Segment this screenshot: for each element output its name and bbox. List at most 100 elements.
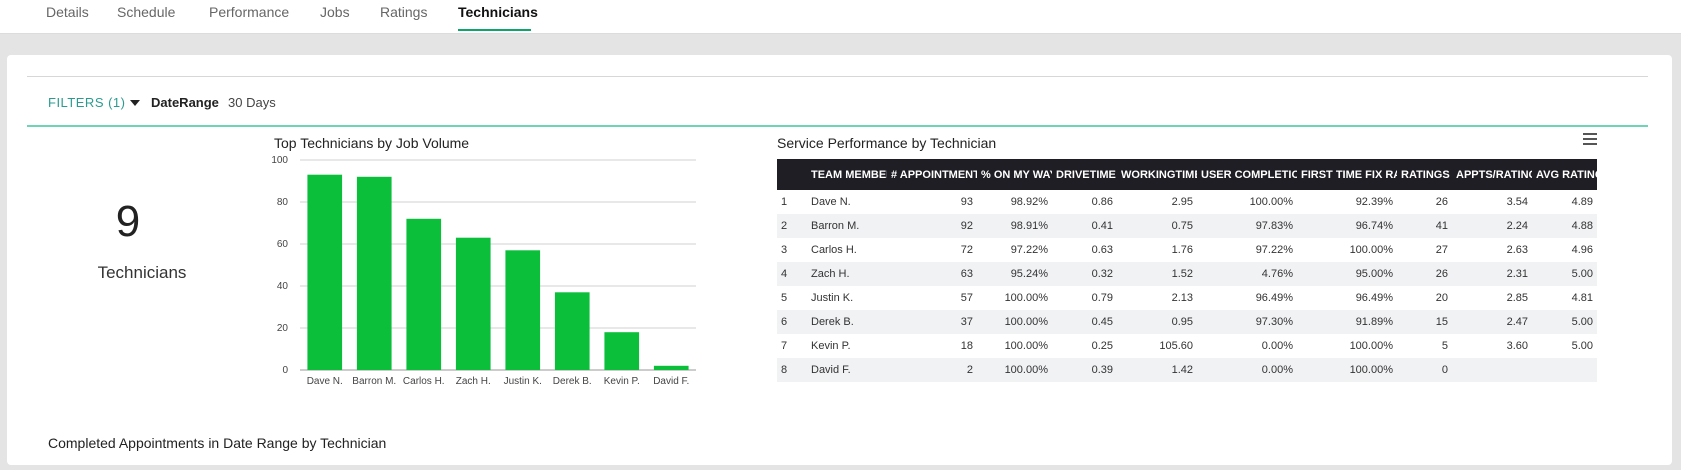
table-cell: 100.00% [1297,358,1397,382]
table-cell: 1.42 [1117,358,1197,382]
table-cell: 7 [781,340,788,352]
table-cell: 4.96 [1571,244,1593,256]
x-tick-label: Zach H. [456,376,491,387]
table-cell: 0.75 [1117,214,1197,238]
y-tick-label: 20 [277,323,289,334]
table-body: 1 Dave N. 93 98.92% 0.86 2.95 100.00% 92.39% 26 3… [777,190,1597,382]
table-cell: 37 [887,310,977,334]
table-header-row: TEAM MEMBER# APPOINTMENTS% ON MY WAYDRIV… [777,159,1597,190]
table-cell: 100.00% [1004,340,1048,352]
table-cell: Kevin P. [811,340,851,352]
table-cell: 95.24% [977,262,1052,286]
table-cell: 0.95 [1117,310,1197,334]
caret-down-icon[interactable] [130,100,140,106]
table-cell: 15 [1397,310,1452,334]
service-performance-table: TEAM MEMBER# APPOINTMENTS% ON MY WAYDRIV… [777,159,1597,382]
table-cell: 2.13 [1171,292,1193,304]
column-header[interactable]: AVG RATING [1532,159,1597,190]
bar [307,174,343,370]
table-cell: 0.63 [1091,244,1113,256]
table-cell: 0.00% [1197,358,1297,382]
table-cell: 0.45 [1052,310,1117,334]
table-cell: Derek B. [807,310,887,334]
bar [406,218,442,370]
table-cell: 3.54 [1506,196,1528,208]
tab-ratings[interactable]: Ratings [380,4,428,20]
tab-schedule[interactable]: Schedule [117,4,176,20]
column-header[interactable]: DRIVETIME [1052,159,1117,190]
table-cell: 3 [781,244,788,256]
table-cell [1532,358,1597,382]
column-header[interactable]: # APPOINTMENTS [887,159,977,190]
y-tick-label: 100 [271,155,288,166]
tab-bar: Details Schedule Performance Jobs Rating… [0,0,1681,34]
table-cell [1452,358,1532,382]
column-header[interactable]: WORKINGTIME [1117,159,1197,190]
column-header[interactable]: % ON MY WAY [977,159,1052,190]
table-cell: 1.76 [1171,244,1193,256]
tab-technicians[interactable]: Technicians [458,4,538,20]
divider [27,76,1648,77]
table-cell: 97.30% [1197,310,1297,334]
table-cell: 5 [781,292,788,304]
x-tick-label: David F. [653,376,689,387]
table-cell: 6 [777,310,807,334]
technician-count-label: Technicians [97,263,187,282]
column-header[interactable]: RATINGS [1397,159,1452,190]
table-cell: 96.49% [1255,292,1293,304]
table-cell: David F. [807,358,887,382]
table-cell: 0.79 [1091,292,1113,304]
column-header[interactable]: FIRST TIME FIX RATE [1297,159,1397,190]
hamburger-menu-icon[interactable] [1583,133,1597,145]
table-cell: 92 [887,214,977,238]
table-cell: 2 [887,358,977,382]
table-cell: 100.00% [1004,292,1048,304]
table-cell: 5.00 [1571,340,1593,352]
table-cell: 18 [960,340,973,352]
filter-divider [27,125,1648,127]
bar [554,292,590,370]
table-row: 5 Justin K. 57 100.00% 0.79 2.13 96.49% 96.49% 2… [777,286,1597,310]
tab-performance[interactable]: Performance [209,4,290,20]
date-range-label: DateRange [151,95,219,110]
table-title: Service Performance by Technician [777,135,997,151]
table-row: 7 Kevin P. 18 100.00% 0.25 105.60 0.00% 100.00%… [777,334,1597,358]
table-cell: 5.00 [1532,262,1597,286]
table-cell: 4 [777,262,807,286]
table-cell: 1 [781,196,788,208]
date-range-value[interactable]: 30 Days [228,95,276,110]
table-cell: 2.63 [1506,244,1528,256]
table-cell: 93 [960,196,973,208]
table-row: 2 Barron M. 92 98.91% 0.41 0.75 97.83% 96.74% 41… [777,214,1597,238]
table-cell: 100.00% [977,358,1052,382]
column-header[interactable]: TEAM MEMBER [807,159,887,190]
tab-jobs[interactable]: Jobs [320,4,350,20]
table-cell: 4.89 [1571,196,1593,208]
column-header[interactable] [777,159,807,190]
table-cell: 100.00% [977,310,1052,334]
table-row: 8 David F. 2 100.00% 0.39 1.42 0.00% 100.00% 0 [777,358,1597,382]
table-row: 4 Zach H. 63 95.24% 0.32 1.52 4.76% 95.00% 26 2.3… [777,262,1597,286]
table-cell: 92.39% [1355,196,1393,208]
table-cell: 4.76% [1197,262,1297,286]
table-cell: 100.00% [1349,340,1393,352]
table-cell: 98.92% [1010,196,1048,208]
table-cell: 0.00% [1261,340,1293,352]
tab-details[interactable]: Details [46,4,89,20]
x-tick-label: Carlos H. [403,376,445,387]
table-cell: 91.89% [1297,310,1397,334]
table-cell: Carlos H. [811,244,857,256]
technician-count: 9 [115,197,141,246]
column-header[interactable]: USER COMPLETION [1197,159,1297,190]
filters-toggle[interactable]: FILTERS (1) [48,95,126,110]
x-tick-label: Kevin P. [604,376,640,387]
table-cell: 1.52 [1117,262,1197,286]
table-cell: 98.91% [977,214,1052,238]
x-tick-label: Derek B. [553,376,592,387]
bar [356,176,392,370]
chart-title: Top Technicians by Job Volume [274,135,470,151]
bar [653,365,689,370]
table-row: 6 Derek B. 37 100.00% 0.45 0.95 97.30% 91.89% 15… [777,310,1597,334]
column-header[interactable]: APPTS/RATING [1452,159,1532,190]
table-cell: Dave N. [811,196,851,208]
